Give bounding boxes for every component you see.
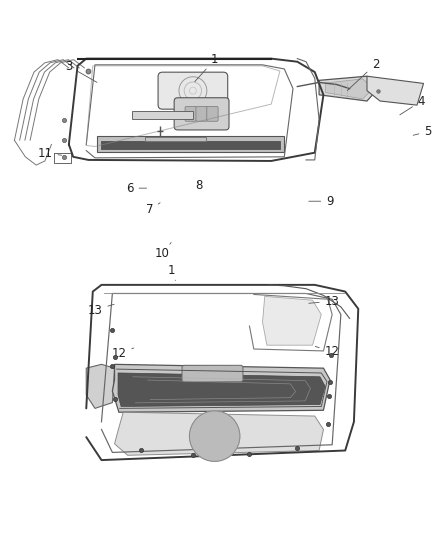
Text: 2: 2 (347, 58, 379, 91)
Text: 1: 1 (167, 264, 176, 280)
FancyBboxPatch shape (174, 98, 229, 130)
Polygon shape (97, 136, 284, 152)
Polygon shape (325, 79, 374, 99)
Text: 8: 8 (196, 180, 203, 192)
Text: 11: 11 (37, 147, 62, 160)
Polygon shape (262, 296, 321, 345)
Text: 5: 5 (413, 125, 431, 138)
Text: 6: 6 (126, 182, 147, 195)
FancyBboxPatch shape (185, 107, 196, 121)
Text: 3: 3 (65, 60, 97, 82)
Text: 10: 10 (155, 243, 171, 260)
Polygon shape (86, 365, 115, 408)
Text: 13: 13 (88, 303, 114, 317)
Polygon shape (113, 365, 330, 412)
FancyBboxPatch shape (196, 107, 207, 121)
Text: 12: 12 (315, 345, 339, 358)
Polygon shape (115, 412, 323, 455)
Text: 1: 1 (195, 53, 219, 82)
Polygon shape (132, 111, 193, 118)
FancyBboxPatch shape (158, 72, 228, 109)
Polygon shape (367, 76, 424, 105)
Text: 12: 12 (111, 347, 134, 360)
Text: 9: 9 (309, 195, 334, 208)
Text: 7: 7 (145, 203, 160, 216)
Circle shape (189, 411, 240, 462)
Text: 4: 4 (400, 95, 425, 115)
FancyBboxPatch shape (182, 365, 243, 382)
Polygon shape (102, 141, 280, 149)
Polygon shape (319, 76, 380, 101)
Text: 13: 13 (309, 295, 339, 308)
Polygon shape (118, 373, 325, 407)
FancyBboxPatch shape (207, 107, 218, 121)
